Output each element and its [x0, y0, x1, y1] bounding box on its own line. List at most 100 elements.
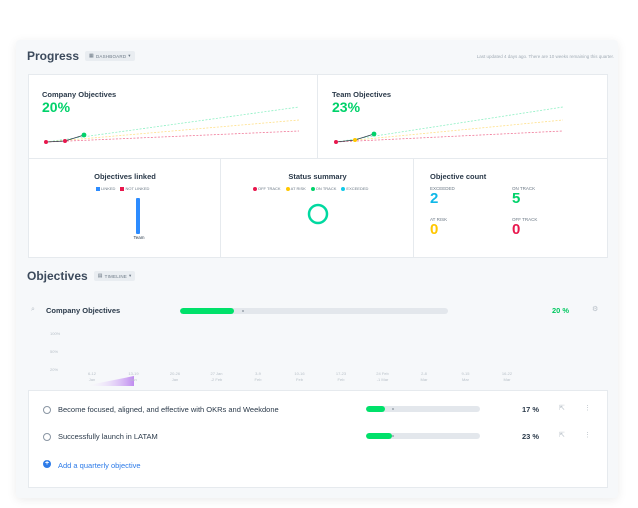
at-risk-count-label: AT RISK	[430, 217, 448, 222]
at-risk-count-value: 0	[430, 221, 439, 238]
search-icon[interactable]: ⌕	[31, 306, 35, 313]
off-track-count-value: 0	[512, 221, 521, 238]
company-objectives-row-label[interactable]: Company Objectives	[46, 306, 121, 315]
more-options-icon[interactable]: ⋮	[584, 432, 591, 439]
legend-off-track: OFF TRACK	[253, 186, 281, 191]
status-circle-icon[interactable]	[43, 406, 51, 414]
timeline-x-label-top: 10-16	[294, 371, 305, 376]
linked-bar	[136, 198, 140, 234]
timeline-x-label-bottom: Jan	[171, 377, 179, 382]
company-objectives-pct: 20 %	[552, 306, 570, 315]
settings-icon[interactable]: ⚙	[592, 306, 599, 313]
timeline-view-label: TIMELINE	[104, 273, 127, 279]
timeline-x-label-bottom: Jan	[130, 377, 137, 382]
timeline-x-label-bottom: -2 Feb	[210, 377, 223, 382]
timeline-x-label: 27 Jan -2 Feb	[205, 371, 229, 383]
timeline-x-label-bottom: -1 Mar	[376, 377, 389, 382]
timeline-x-label-top: 6-12	[87, 371, 96, 376]
external-link-icon[interactable]: ⇱	[559, 432, 565, 439]
chevron-down-icon: ▾	[128, 53, 131, 58]
timeline-x-label-top: 2-8	[421, 371, 427, 376]
timeline-x-label-bottom: Feb	[337, 377, 345, 382]
company-objectives-sparkline	[44, 106, 300, 144]
timeline-y-label-100: 100%	[50, 331, 61, 336]
status-donut-chart	[307, 203, 329, 225]
timeline-x-label-top: 9-15	[461, 371, 470, 376]
timeline-x-label-top: 16-22	[501, 371, 513, 376]
timeline-x-label: 13-19 Jan	[122, 371, 146, 383]
status-summary-legend: OFF TRACK AT RISK ON TRACK EXCEEDED	[253, 186, 368, 191]
legend-exceeded: EXCEEDED	[341, 186, 368, 191]
objectives-list-card	[28, 390, 608, 488]
timeline-x-label-bottom: Feb	[296, 377, 303, 382]
timeline-x-label-bottom: Mar	[503, 377, 511, 382]
legend-not-linked: NOT LINKED	[120, 186, 149, 191]
dashboard-view-label: DASHBOARD	[95, 53, 127, 59]
timeline-x-label-bottom: Mar	[420, 377, 428, 382]
timeline-y-label-20: 20%	[50, 367, 59, 372]
add-icon[interactable]: +	[43, 460, 51, 468]
objective-label[interactable]: Become focused, aligned, and effective w…	[58, 405, 279, 414]
progress-title: Progress	[27, 49, 80, 63]
chevron-down-icon: ▾	[129, 273, 132, 278]
company-objectives-card[interactable]: Company Objectives 20%	[28, 74, 319, 160]
objectives-title: Objectives	[27, 269, 88, 283]
timeline-progress-area	[84, 376, 134, 386]
objective-pct: 17 %	[522, 405, 540, 414]
exceeded-count-label: EXCEEDED	[430, 186, 455, 191]
timeline-view-pill[interactable]: ▤ TIMELINE ▾	[93, 271, 136, 281]
company-objectives-progress-fill	[180, 308, 234, 314]
objective-pct: 23 %	[522, 432, 540, 441]
timeline-x-label: 20-26 Jan	[163, 371, 187, 383]
objectives-linked-card: Objectives linked LINKED NOT LINKED Team	[28, 158, 222, 258]
timeline-x-label: 2-8 Mar	[412, 371, 436, 383]
team-objectives-value: 23%	[332, 99, 361, 115]
legend-on-track: ON TRACK	[310, 186, 336, 191]
timeline-x-label-top: 13-19	[128, 371, 139, 376]
company-objectives-title: Company Objectives	[42, 90, 117, 99]
on-track-count-value: 5	[512, 190, 521, 207]
timeline-x-label-bottom: Mar	[462, 377, 469, 382]
on-track-count-label: ON TRACK	[512, 186, 536, 191]
objective-label[interactable]: Successfully launch in LATAM	[58, 432, 158, 441]
timeline-x-label-bottom: Jan	[88, 377, 96, 382]
add-objective-link[interactable]: Add a quarterly objective	[58, 461, 141, 470]
linked-bar-label: Team	[133, 235, 145, 240]
off-track-count-label: OFF TRACK	[512, 217, 538, 222]
timeline-x-label: 16-22 Mar	[495, 371, 519, 383]
objective-count-title: Objective count	[430, 172, 487, 181]
timeline-x-label: 10-16 Feb	[288, 371, 312, 383]
timeline-x-label-top: 3-9	[255, 371, 261, 376]
dashboard-icon: ▦	[89, 53, 94, 59]
timeline-x-label-top: 27 Jan	[210, 371, 223, 376]
status-circle-icon[interactable]	[43, 433, 51, 441]
expected-progress-marker	[242, 310, 244, 312]
objective-count-card: Objective count EXCEEDED 2 ON TRACK 5 AT…	[413, 158, 608, 258]
progress-header: Progress ▦ DASHBOARD ▾	[27, 49, 135, 63]
status-summary-card: Status summary OFF TRACK AT RISK ON TRAC…	[220, 158, 415, 258]
dashboard-view-pill[interactable]: ▦ DASHBOARD ▾	[85, 51, 135, 61]
expected-progress-marker	[392, 435, 394, 437]
objective-progress-bar	[366, 433, 480, 439]
team-objectives-sparkline	[334, 106, 564, 144]
more-options-icon[interactable]: ⋮	[584, 405, 591, 412]
team-objectives-title: Team Objectives	[332, 90, 392, 99]
legend-at-risk: AT RISK	[285, 186, 306, 191]
timeline-x-label: 6-12 Jan	[80, 371, 104, 383]
team-objectives-card[interactable]: Team Objectives 23%	[317, 74, 608, 160]
last-updated-text: Last updated 4 days ago. There are 10 we…	[476, 54, 614, 59]
timeline-x-label: 24 Feb -1 Mar	[371, 371, 395, 383]
timeline-icon: ▤	[97, 273, 103, 279]
legend-linked: LINKED	[96, 186, 115, 191]
objectives-header: Objectives ▤ TIMELINE ▾	[27, 269, 136, 283]
external-link-icon[interactable]: ⇱	[559, 405, 565, 412]
status-summary-title: Status summary	[288, 172, 347, 181]
timeline-x-label-top: 20-26	[169, 371, 181, 376]
objective-progress-fill	[366, 406, 386, 412]
timeline-x-label: 17-23 Feb	[329, 371, 353, 383]
timeline-x-label-top: 17-23	[335, 371, 347, 376]
company-objectives-value: 20%	[42, 99, 71, 115]
objective-progress-bar	[366, 406, 480, 412]
expected-progress-marker	[392, 408, 394, 410]
objectives-linked-legend: LINKED NOT LINKED	[96, 186, 149, 191]
